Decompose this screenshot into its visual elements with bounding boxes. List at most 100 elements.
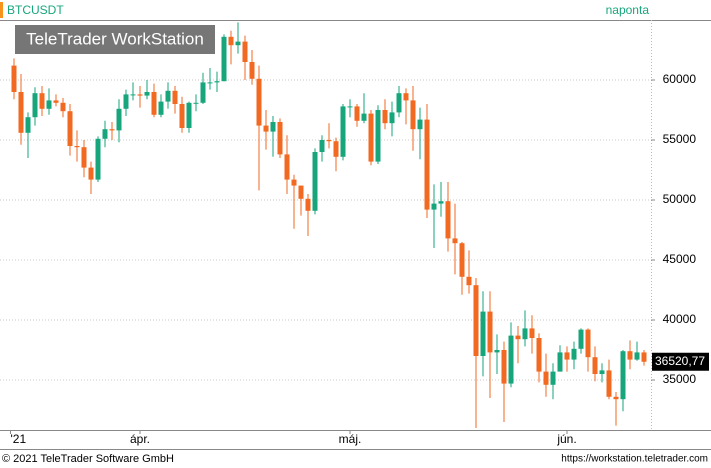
logo-box (15, 25, 215, 54)
candle-body (32, 93, 38, 118)
candle-body (417, 119, 423, 130)
candle-body (291, 179, 297, 186)
url: https://workstation.teletrader.com (561, 454, 708, 465)
candle-body (312, 151, 318, 211)
candle-body (11, 65, 17, 92)
y-tick-label: 45000 (663, 252, 697, 266)
candle-body (564, 352, 570, 360)
candle-body (515, 335, 521, 340)
candle-body (438, 201, 444, 204)
candle-body (207, 82, 213, 84)
candle-body (410, 100, 416, 130)
candle-body (620, 351, 626, 400)
candle-body (487, 311, 493, 353)
candle-body (193, 102, 199, 104)
candle-body (452, 238, 458, 244)
candle-body (326, 139, 332, 142)
candle-body (137, 94, 143, 96)
x-tick-label: máj. (339, 432, 362, 446)
candle-body (228, 36, 234, 46)
candle-body (543, 371, 549, 385)
candle-body (585, 329, 591, 358)
candle-body (25, 117, 31, 133)
candle-body (88, 167, 94, 180)
candle-body (340, 106, 346, 157)
candle-body (424, 119, 430, 210)
symbol: BTCUSDT (7, 3, 64, 17)
candle-body (165, 90, 171, 102)
candle-body (270, 121, 276, 132)
candle-body (396, 93, 402, 113)
candle-body (445, 201, 451, 239)
candle-body (529, 328, 535, 338)
candle-body (172, 90, 178, 104)
candle-body (130, 94, 136, 96)
candle-body (46, 100, 52, 109)
candle-body (375, 109, 381, 162)
candle-body (249, 61, 255, 79)
candle-body (39, 93, 45, 109)
last-price-label: 36520,77 (655, 354, 705, 368)
candle-body (354, 106, 360, 121)
candle-body (144, 91, 150, 96)
candle-body (333, 141, 339, 157)
candle-body (151, 91, 157, 115)
candle-body (634, 352, 640, 360)
x-tick-label: '21 (11, 432, 27, 446)
candle-body (613, 396, 619, 400)
candle-body (627, 351, 633, 360)
candle-body (536, 337, 542, 372)
candle-body (431, 203, 437, 210)
candle-body (116, 108, 122, 131)
candle-body (522, 328, 528, 340)
candle-body (361, 113, 367, 121)
candle-body (403, 93, 409, 101)
candle-body (263, 125, 269, 132)
candle-body (179, 103, 185, 128)
candle-body (67, 111, 73, 146)
candle-body (81, 147, 87, 168)
candle-body (74, 145, 80, 148)
candle-body (466, 276, 472, 286)
y-tick-label: 40000 (663, 312, 697, 326)
candle-body (158, 101, 164, 115)
candle-body (592, 357, 598, 374)
candle-body (298, 185, 304, 199)
candle-body (599, 370, 605, 374)
candle-body (389, 112, 395, 124)
candle-body (641, 352, 647, 362)
candle-body (95, 138, 101, 180)
candle-body (508, 335, 514, 384)
copyright: © 2021 TeleTrader Software GmbH (2, 453, 174, 465)
candle-body (557, 352, 563, 372)
logo: TeleTrader WorkStation (26, 29, 204, 48)
x-tick-label: ápr. (130, 432, 150, 446)
y-tick-label: 55000 (663, 132, 697, 146)
candle-body (235, 41, 241, 46)
candle-body (347, 106, 353, 108)
candle-body (123, 94, 129, 109)
symbol-tab (0, 2, 3, 18)
candle-body (459, 243, 465, 277)
candle-body (606, 370, 612, 397)
candle-body (60, 102, 66, 112)
candle-body (501, 349, 507, 384)
candle-body (578, 329, 584, 349)
candle-body (277, 121, 283, 155)
candle-body (102, 129, 108, 139)
candle-body (480, 311, 486, 356)
x-tick-label: jún. (556, 432, 576, 446)
candle-body (53, 100, 59, 103)
y-tick-label: 35000 (663, 372, 697, 386)
candle-body (382, 109, 388, 124)
candle-body (284, 154, 290, 180)
candle-body (473, 285, 479, 356)
candle-body (221, 36, 227, 82)
candle-body (200, 82, 206, 103)
candle-body (550, 371, 556, 385)
candle-body (242, 41, 248, 62)
candle-body (319, 139, 325, 152)
last-price-box (652, 352, 709, 371)
